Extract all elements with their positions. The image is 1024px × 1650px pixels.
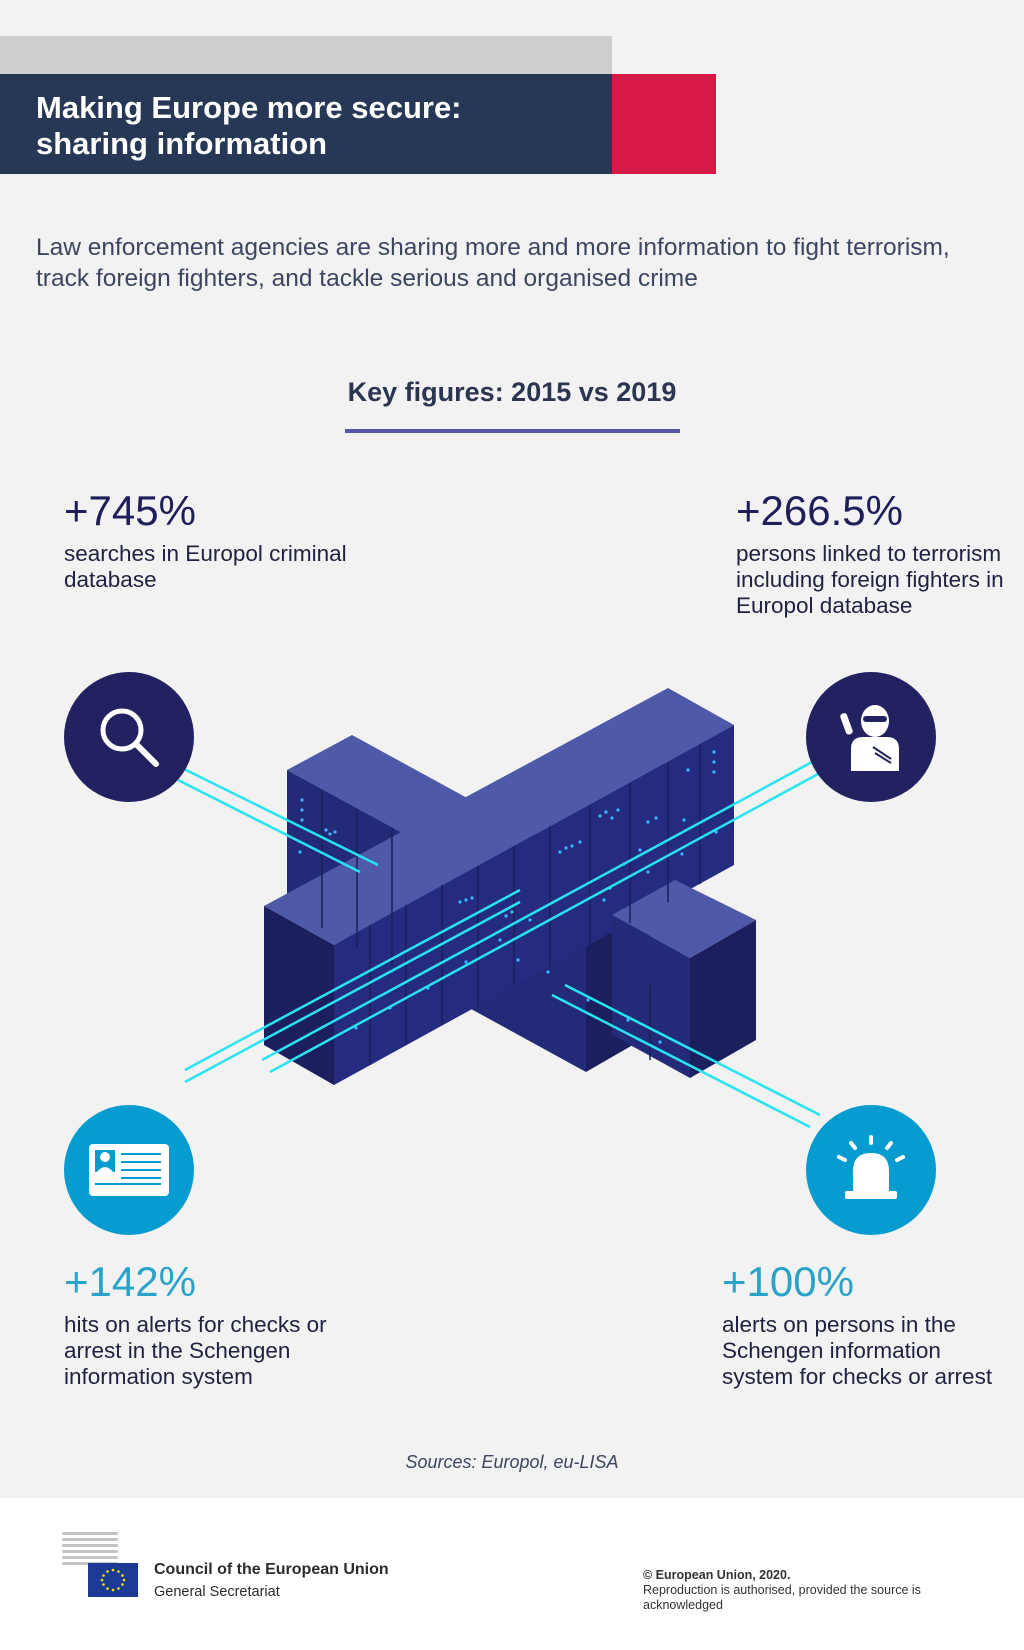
key-figures-title: Key figures: 2015 vs 2019	[347, 377, 677, 407]
title-band: Making Europe more secure: sharing infor…	[0, 74, 612, 174]
footer: Council of the European Union General Se…	[0, 1498, 1024, 1650]
eu-flag-icon	[88, 1563, 138, 1597]
stat-description: alerts on persons in the Schengen inform…	[722, 1312, 993, 1389]
search-circle	[64, 672, 194, 802]
server-arm-front	[612, 880, 756, 1078]
copyright-line1: © European Union, 2020.	[643, 1568, 791, 1582]
copyright-line2: Reproduction is authorised, provided the…	[643, 1583, 921, 1612]
server-cross-illustration	[177, 688, 821, 1129]
stat-description: searches in Europol criminal database	[64, 541, 347, 592]
stat-value: +745%	[64, 487, 196, 534]
server-bar-front	[264, 688, 734, 1085]
stat-sis-alerts: +100% alerts on persons in the Schengen …	[722, 1258, 1002, 1390]
stat-value: +266.5%	[736, 487, 903, 534]
stat-value: +100%	[722, 1258, 854, 1305]
page-title-line2: sharing information	[36, 126, 328, 161]
page-title: Making Europe more secure: sharing infor…	[36, 90, 612, 162]
header-red-accent	[612, 74, 716, 174]
server-lights	[298, 750, 718, 1044]
intro-text: Law enforcement agencies are sharing mor…	[36, 234, 950, 292]
connector-lines	[177, 760, 821, 1129]
stat-value: +142%	[64, 1258, 196, 1305]
alarm-light-icon	[837, 1135, 905, 1199]
stat-sis-hits: +142% hits on alerts for checks or arres…	[64, 1258, 384, 1390]
id-card-circle	[64, 1105, 194, 1235]
stat-description: hits on alerts for checks or arrest in t…	[64, 1312, 327, 1389]
terrorist-circle	[806, 672, 936, 802]
page-title-line1: Making Europe more secure:	[36, 90, 462, 125]
key-figures-underline	[345, 429, 680, 433]
sources-note: Sources: Europol, eu-LISA	[405, 1452, 619, 1472]
stat-description: persons linked to terrorism including fo…	[736, 541, 1004, 618]
header-gray-bar	[0, 36, 612, 74]
council-subtitle: General Secretariat	[154, 1584, 280, 1600]
stat-terrorism-persons: +266.5% persons linked to terrorism incl…	[736, 487, 1016, 619]
rack-lines	[321, 744, 701, 1065]
masked-person-icon	[840, 705, 899, 771]
alarm-circle	[806, 1105, 936, 1235]
stat-europol-searches: +745% searches in Europol criminal datab…	[64, 487, 364, 593]
copyright-notice: © European Union, 2020. Reproduction is …	[643, 1568, 983, 1613]
council-name: Council of the European Union	[154, 1561, 389, 1578]
id-card-icon	[89, 1144, 169, 1196]
search-icon	[100, 708, 159, 767]
